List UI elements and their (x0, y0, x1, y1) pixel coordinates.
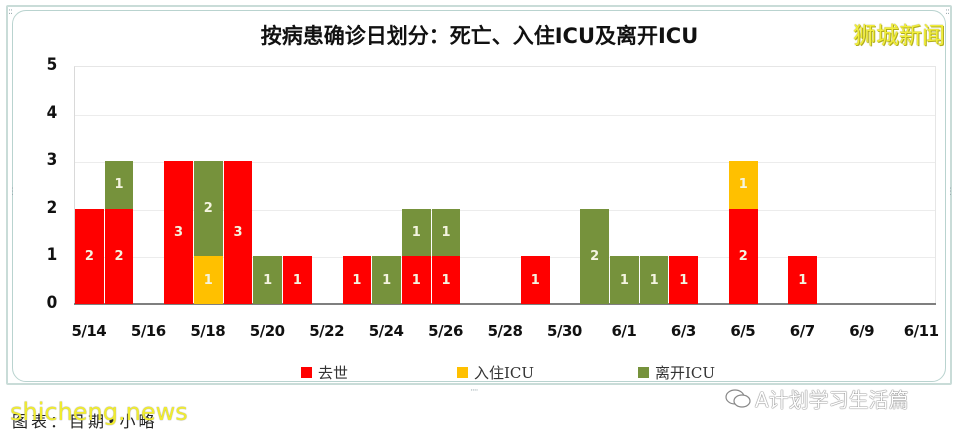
legend-swatch-green (638, 367, 649, 378)
x-tick-label: 6/3 (670, 322, 696, 340)
bar-segment[interactable]: 1 (788, 256, 818, 304)
x-tick-label: 5/22 (309, 322, 345, 340)
watermark-text: A计划学习生活篇 (755, 388, 909, 412)
resize-handle-top-right[interactable]: :: (945, 7, 950, 17)
bar-segment[interactable]: 1 (669, 256, 699, 304)
x-tick-label: 5/26 (428, 322, 463, 340)
x-tick-label: 6/1 (611, 322, 637, 340)
bar-segment[interactable]: 1 (401, 256, 431, 304)
y-tick-label: 0 (46, 293, 58, 313)
bar-segment[interactable]: 1 (639, 256, 669, 304)
resize-handle-bottom[interactable]: ···· (470, 386, 479, 396)
legend-item-icu-in[interactable]: 入住ICU (457, 362, 534, 383)
watermark-shicheng: shicheng.news (10, 398, 188, 426)
bar-segment[interactable]: 1 (728, 161, 758, 209)
x-tick-label: 5/24 (368, 322, 404, 340)
bar-segment[interactable]: 3 (164, 161, 193, 304)
y-tick-label: 5 (46, 55, 58, 75)
y-tick-label: 1 (46, 245, 58, 266)
resize-handle-top-left[interactable]: :: (8, 7, 13, 17)
watermark-wechat: A计划学习生活篇 (725, 384, 909, 413)
x-tick-label: 6/7 (789, 322, 815, 340)
x-tick-label: 5/18 (190, 322, 226, 340)
legend-swatch-red (301, 367, 312, 378)
gridline (75, 114, 935, 116)
bar-segment[interactable]: 2 (193, 161, 223, 257)
x-tick-label: 6/11 (903, 322, 939, 340)
legend-label: 入住ICU (474, 364, 535, 382)
gridline (75, 257, 935, 259)
bar-segment[interactable]: 2 (104, 208, 134, 304)
y-tick-label: 3 (46, 150, 58, 171)
bar-segment[interactable]: 1 (253, 256, 283, 304)
legend-label: 离开ICU (655, 364, 716, 382)
bar-segment[interactable]: 1 (283, 256, 312, 304)
resize-handle-left[interactable]: ⋮ (8, 187, 17, 197)
legend-label: 去世 (318, 364, 349, 382)
legend-swatch-yellow (457, 367, 468, 378)
resize-handle-right[interactable]: ⋮ (946, 187, 955, 197)
bar-segment[interactable]: 2 (728, 208, 758, 304)
bar-segment[interactable]: 1 (431, 256, 461, 304)
bar-segment[interactable]: 1 (193, 256, 223, 304)
gridline (75, 162, 935, 164)
chart-caption: 图表：目期•小略 (12, 412, 158, 431)
bar-segment[interactable]: 1 (610, 256, 639, 304)
x-tick-label: 5/20 (249, 322, 285, 340)
wechat-icon (725, 388, 751, 408)
gridline (75, 209, 935, 211)
plot-area (74, 66, 936, 304)
x-tick-label: 5/16 (130, 322, 166, 340)
bar-segment[interactable]: 2 (580, 208, 610, 304)
x-axis-line (74, 303, 936, 305)
brand-logo: 狮城新闻 (853, 23, 945, 49)
x-tick-label: 5/30 (547, 322, 582, 340)
bar-segment[interactable]: 1 (431, 208, 461, 257)
bar-segment[interactable]: 1 (401, 208, 431, 257)
chart-outer-frame (6, 5, 952, 385)
y-tick-label: 4 (46, 102, 58, 123)
x-tick-label: 5/28 (487, 322, 523, 340)
bar-segment[interactable]: 1 (342, 256, 372, 304)
bar-segment[interactable]: 1 (520, 256, 550, 304)
bar-segment[interactable]: 2 (75, 208, 104, 304)
legend-item-death[interactable]: 去世 (301, 362, 348, 383)
bar-segment[interactable]: 3 (223, 161, 253, 304)
bar-segment[interactable]: 1 (372, 256, 401, 304)
x-tick-label: 6/5 (730, 322, 756, 340)
x-tick-label: 5/14 (71, 322, 107, 340)
y-tick-label: 2 (46, 197, 58, 218)
chart-title: 按病患确诊日划分：死亡、入住ICU及离开ICU (260, 24, 699, 48)
legend-item-icu-out[interactable]: 离开ICU (638, 362, 715, 383)
x-tick-label: 6/9 (849, 322, 875, 340)
bar-segment[interactable]: 1 (104, 161, 134, 209)
